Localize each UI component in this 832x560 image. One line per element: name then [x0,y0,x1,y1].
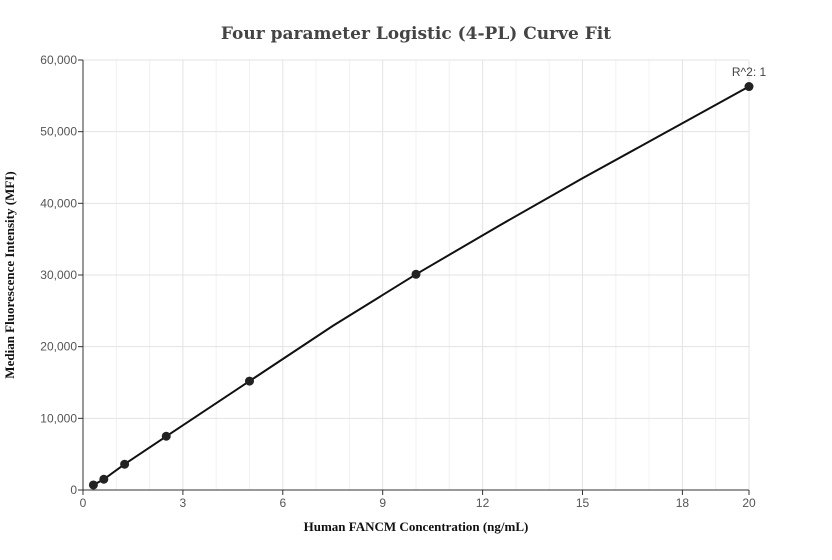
r-squared-annotation: R^2: 1 [732,65,767,79]
x-tick-label: 9 [379,496,386,510]
x-tick-label: 3 [180,496,187,510]
data-point[interactable] [411,269,421,279]
y-axis-title: Median Fluorescence Intensity (MFI) [2,171,17,378]
x-axis-title: Human FANCM Concentration (ng/mL) [304,519,529,534]
y-tick-label: 0 [70,483,77,497]
fit-curve [92,85,750,486]
y-tick-label: 40,000 [40,196,77,210]
data-point[interactable] [245,376,254,386]
series [88,82,754,490]
y-tick-label: 30,000 [40,268,77,282]
data-point[interactable] [744,82,754,92]
y-tick-label: 50,000 [40,125,77,139]
y-tick-label: 10,000 [40,411,77,425]
x-tick-label: 12 [476,496,490,510]
data-point[interactable] [161,431,171,441]
x-tick-label: 20 [742,496,756,510]
x-tick-label: 6 [279,496,286,510]
x-tick-label: 15 [576,496,590,510]
chart-title: Four parameter Logistic (4-PL) Curve Fit [221,24,611,44]
y-tick-label: 60,000 [40,53,77,67]
x-tick-label: 0 [80,496,87,510]
data-point[interactable] [99,474,109,484]
x-ticks: 0 3 6 9 12 15 18 20 [80,490,756,510]
data-point[interactable] [120,459,130,469]
y-ticks: 0 10,000 20,000 30,000 40,000 50,000 60,000 [40,53,83,497]
x-tick-label: 18 [676,496,690,510]
data-point[interactable] [88,480,98,490]
y-tick-label: 20,000 [40,340,77,354]
